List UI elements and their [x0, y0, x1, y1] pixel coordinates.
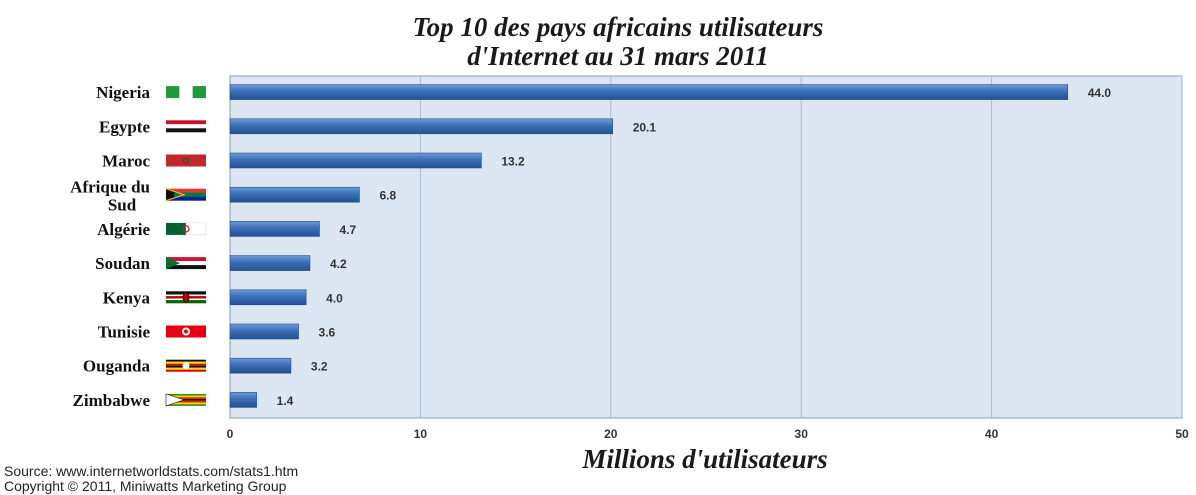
nigeria-flag-icon: [166, 86, 206, 99]
category-label: Tunisie: [98, 323, 151, 342]
bar: [229, 221, 320, 237]
category-label: Maroc: [102, 152, 150, 171]
x-tick-label: 50: [1175, 427, 1189, 441]
data-label: 13.2: [501, 155, 525, 169]
south-africa-flag-icon: [165, 188, 206, 202]
x-axis-label: Millions d'utilisateurs: [582, 444, 828, 474]
kenya-flag-icon: [166, 291, 206, 304]
bar: [229, 152, 482, 169]
copyright-line: Copyright © 2011, Miniwatts Marketing Gr…: [4, 478, 287, 494]
data-label: 6.8: [379, 189, 396, 203]
bar: [229, 255, 311, 271]
category-label: Ouganda: [83, 357, 151, 376]
tunisia-flag-icon: [166, 325, 206, 338]
bar: [229, 186, 360, 203]
x-tick-label: 0: [227, 427, 234, 441]
x-tick-label: 10: [414, 427, 428, 441]
category-label: Sud: [108, 196, 137, 215]
category-label: Soudan: [95, 254, 150, 273]
category-label: Algérie: [97, 220, 150, 239]
sudan-flag-icon: [166, 257, 206, 270]
data-label: 20.1: [633, 120, 657, 134]
morocco-flag-icon: [166, 154, 206, 167]
data-label: 4.7: [339, 223, 356, 237]
x-tick-label: 40: [985, 427, 999, 441]
bar: [229, 289, 307, 306]
bar: [229, 84, 1069, 100]
zimbabwe-flag-icon: [165, 393, 206, 407]
data-label: 44.0: [1088, 86, 1112, 100]
uganda-flag-icon: [166, 359, 206, 372]
x-tick-label: 30: [795, 427, 809, 441]
category-label: Afrique du: [70, 178, 150, 197]
category-label: Egypte: [99, 117, 150, 136]
egypt-flag-icon: [166, 120, 206, 133]
data-label: 4.0: [326, 291, 343, 305]
source-line: Source: www.internetworldstats.com/stats…: [4, 463, 299, 479]
bar: [229, 392, 257, 408]
algeria-flag-icon: [166, 222, 207, 236]
bar: [229, 323, 299, 340]
category-label: Zimbabwe: [73, 391, 151, 410]
chart-title-line-2: d'Internet au 31 mars 2011: [467, 41, 769, 71]
data-label: 3.6: [319, 326, 336, 340]
category-label: Kenya: [103, 288, 151, 307]
bar: [229, 118, 614, 135]
data-label: 3.2: [311, 360, 328, 374]
data-label: 1.4: [277, 394, 294, 408]
category-label: Nigeria: [96, 83, 150, 102]
data-label: 4.2: [330, 257, 347, 271]
bar: [229, 357, 292, 374]
chart-title-line-1: Top 10 des pays africains utilisateurs: [412, 12, 824, 42]
x-tick-label: 20: [604, 427, 618, 441]
